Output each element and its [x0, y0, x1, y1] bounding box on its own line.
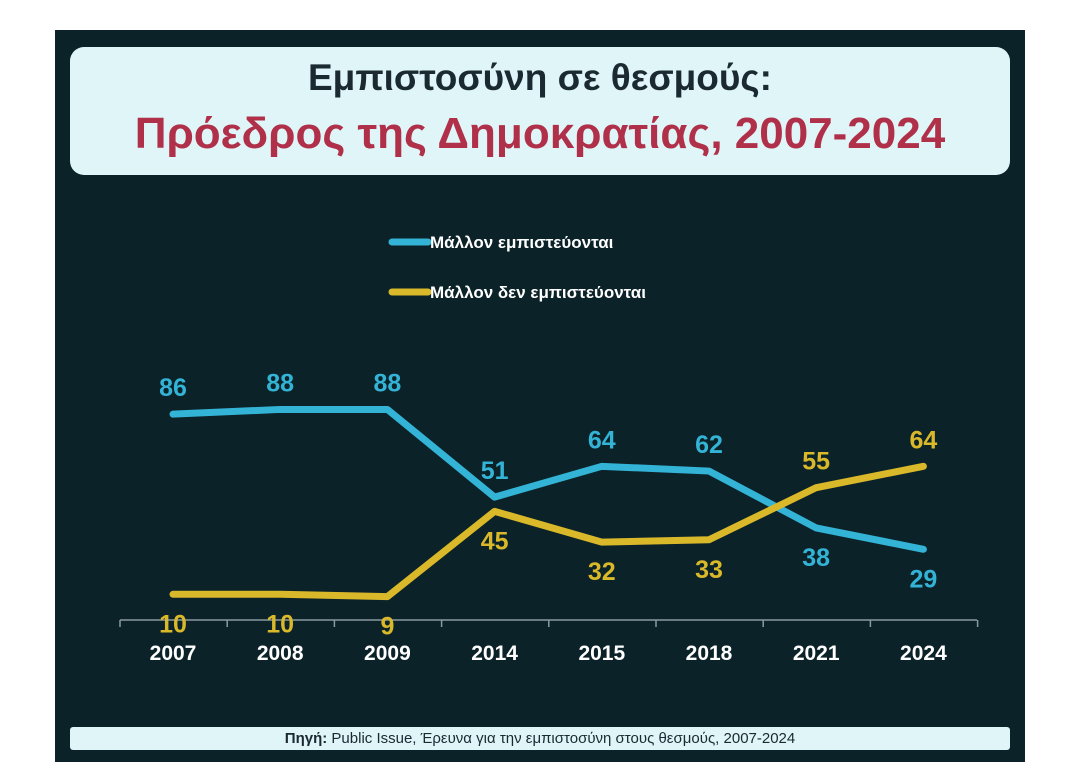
data-label: 29: [909, 565, 937, 593]
x-tick-label: 2018: [686, 642, 733, 665]
x-tick-label: 2021: [793, 642, 840, 665]
legend-label: Μάλλον δεν εμπιστεύονται: [430, 283, 646, 302]
x-tick-label: 2014: [471, 642, 518, 665]
data-label: 51: [481, 457, 509, 485]
data-label: 45: [481, 527, 509, 555]
x-tick-label: 2009: [364, 642, 411, 665]
source-label: Πηγή:: [284, 730, 328, 747]
data-label: 38: [802, 544, 830, 572]
x-tick-label: 2007: [150, 642, 197, 665]
data-label: 55: [802, 448, 830, 476]
data-label: 10: [159, 610, 187, 638]
data-label: 88: [373, 369, 401, 397]
data-label: 88: [266, 369, 294, 397]
x-tick-label: 2024: [900, 642, 947, 665]
x-tick-label: 2008: [257, 642, 304, 665]
source-note: Πηγή: Public Issue, Έρευνα για την εμπισ…: [70, 727, 1010, 750]
data-label: 64: [588, 426, 616, 454]
data-label: 62: [695, 431, 723, 459]
data-label: 64: [909, 426, 937, 454]
series-line: [169, 462, 927, 601]
chart-subtitle: Πρόεδρος της Δημοκρατίας, 2007-2024: [134, 109, 946, 158]
data-label: 10: [266, 610, 294, 638]
data-label: 33: [695, 556, 723, 584]
source-text: Public Issue, Έρευνα για την εμπιστοσύνη…: [327, 730, 796, 747]
x-tick-label: 2015: [578, 642, 625, 665]
legend-label: Μάλλον εμπιστεύονται: [430, 233, 614, 252]
title-box: Εμπιστοσύνη σε θεσμούς: Πρόεδρος της Δημ…: [70, 47, 1010, 175]
data-label: 32: [588, 558, 616, 586]
data-label: 86: [159, 374, 187, 402]
data-label: 9: [380, 613, 394, 641]
series-line: [169, 405, 927, 553]
chart-title: Εμπιστοσύνη σε θεσμούς:: [308, 57, 772, 98]
